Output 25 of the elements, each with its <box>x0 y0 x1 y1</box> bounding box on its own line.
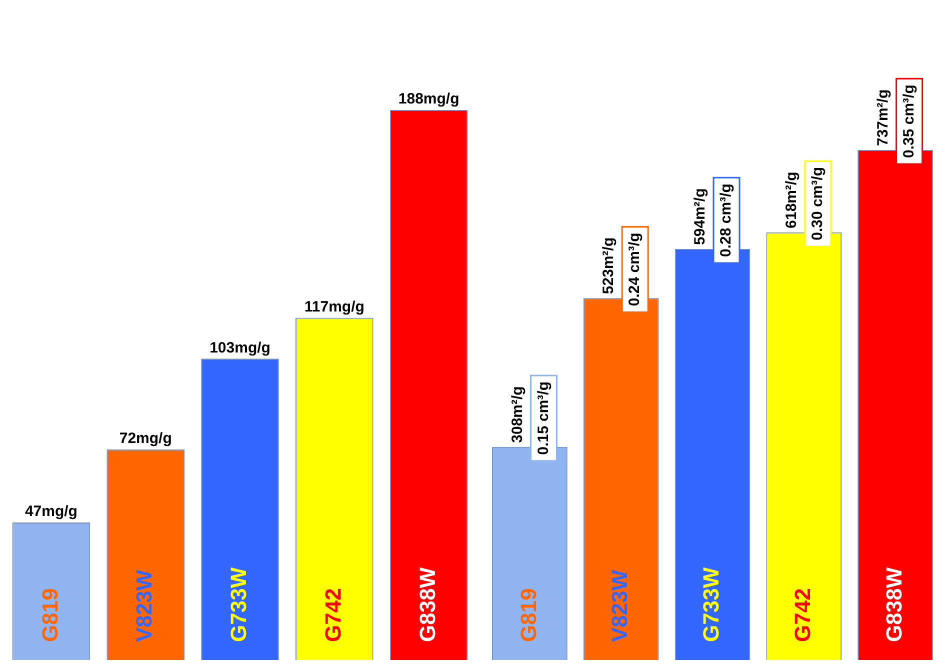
x-tick-label: G742 <box>790 588 815 642</box>
data-label: 72mg/g <box>119 430 172 447</box>
data-label: 47mg/g <box>24 503 78 520</box>
x-tick-label: G819 <box>516 588 541 642</box>
data-label: 103mg/g <box>210 339 270 356</box>
annotation: 0.35 cm³/g <box>900 84 918 158</box>
annotation: 0.30 cm³/g <box>809 166 826 240</box>
x-tick-label: G838W <box>881 567 906 642</box>
x-tick-label: G819 <box>37 588 62 642</box>
data-label: 308m²/g <box>508 386 526 443</box>
annotation: 0.24 cm³/g <box>626 232 644 306</box>
data-label: 737m²/g <box>874 89 892 146</box>
data-label: 594m²/g <box>692 188 709 245</box>
data-label: 188mg/g <box>398 90 460 108</box>
x-tick-label: G838W <box>414 567 440 642</box>
annotation: 0.15 cm³/g <box>534 381 552 455</box>
data-label: 523m²/g <box>600 237 618 294</box>
x-tick-label: G733W <box>226 567 252 642</box>
x-tick-label: V823W <box>132 570 157 642</box>
x-tick-label: V823W <box>607 570 632 642</box>
data-label: 618m²/g <box>783 172 800 228</box>
x-tick-label: G733W <box>698 567 724 642</box>
x-tick-label: G742 <box>320 588 346 642</box>
data-label: 117mg/g <box>304 298 364 316</box>
annotation: 0.28 cm³/g <box>718 184 735 257</box>
